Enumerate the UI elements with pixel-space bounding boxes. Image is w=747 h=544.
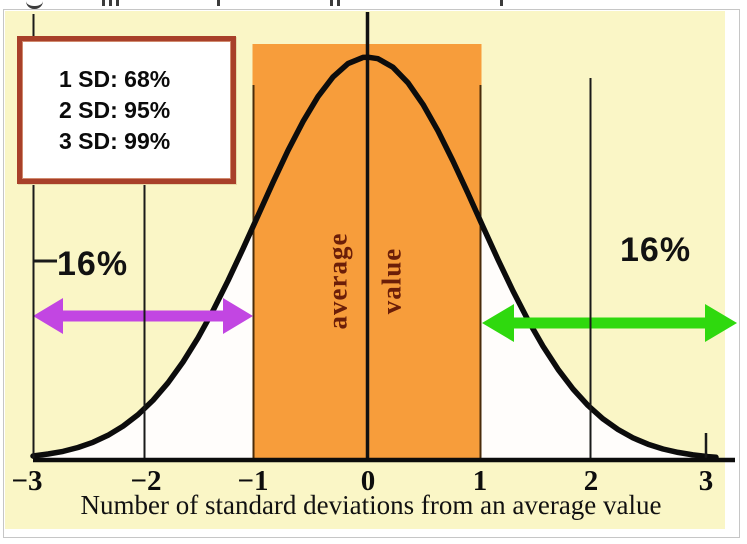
letter-fragment [330,0,333,6]
letter-fragment [116,0,119,6]
letter-fragment [217,0,220,6]
cropped-text-fragments [0,0,747,9]
average-label: average [322,232,353,330]
x-tick-plus1: 1 [472,465,488,497]
sd-legend-box: 1 SD: 68% 2 SD: 95% 3 SD: 99% [17,36,236,184]
x-axis-title: Number of standard deviations from an av… [80,490,662,520]
bell-curve-path [30,54,719,461]
legend-line-1sd: 1 SD: 68% [59,66,171,92]
x-tick-plus2: 2 [583,465,599,497]
right-tail-percent-label: 16% [620,231,692,269]
right-tail-arrow [482,304,737,342]
letter-fragment [102,0,105,6]
x-tick-zero: 0 [360,465,376,497]
x-tick-minus1: −1 [237,465,269,497]
letter-fragment [109,0,112,6]
left-tail-percent-label: 16% [57,245,129,283]
letter-fragment [500,0,503,6]
left-tail-arrow [33,298,253,334]
x-tick-minus2: −2 [130,465,162,497]
letter-fragment [26,1,43,9]
value-label: value [376,247,407,315]
x-tick-minus3: −3 [11,465,43,497]
x-tick-plus3: 3 [698,465,714,497]
legend-line-2sd: 2 SD: 95% [59,97,171,123]
legend-line-3sd: 3 SD: 99% [59,128,171,154]
letter-fragment [337,0,340,6]
